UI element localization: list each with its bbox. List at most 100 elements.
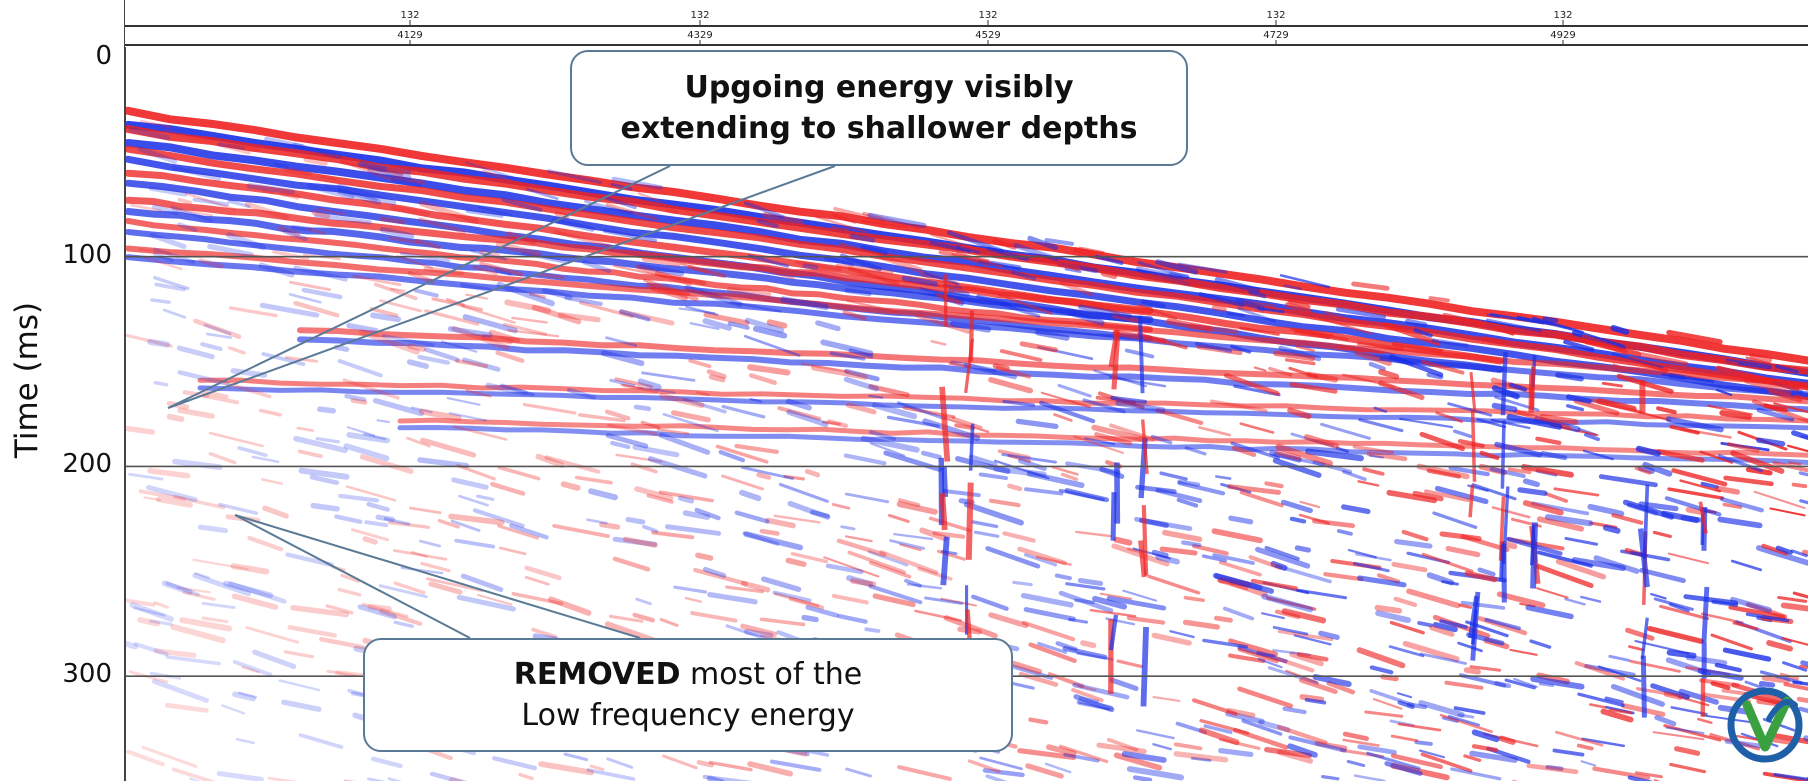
wavelet-segment (1075, 530, 1113, 538)
wavelet-segment (659, 618, 679, 627)
wavelet-segment (1239, 490, 1284, 508)
wavelet-segment (662, 413, 719, 433)
wavelet-segment (1526, 763, 1579, 775)
wavelet-streak (1529, 366, 1536, 410)
wavelet-segment (889, 539, 926, 550)
wavelet-streak (940, 536, 950, 586)
wavelet-segment (1190, 756, 1212, 762)
wavelet-segment (1150, 434, 1173, 445)
wavelet-segment (955, 251, 1003, 268)
wavelet-segment (1775, 545, 1793, 555)
wavelet-segment (1625, 627, 1655, 641)
wavelet-streak (1701, 586, 1710, 644)
wavelet-segment (607, 423, 658, 436)
wavelet-segment (1656, 406, 1677, 415)
wavelet-segment (932, 531, 966, 539)
wavelet-segment (1227, 653, 1266, 664)
wavelet-segment (646, 493, 674, 504)
wavelet-segment (759, 528, 780, 536)
wavelet-segment (844, 492, 890, 504)
wavelet-segment (725, 585, 765, 594)
wavelet-segment (1173, 751, 1229, 763)
wavelet-segment (695, 552, 714, 561)
wavelet-segment (194, 572, 210, 579)
wavelet-segment (345, 485, 397, 502)
wavelet-segment (928, 516, 972, 533)
wavelet-segment (847, 550, 906, 575)
wavelet-segment (1177, 262, 1228, 274)
wavelet-segment (633, 404, 652, 412)
wavelet-segment (1257, 658, 1283, 669)
wavelet-segment (1504, 678, 1536, 690)
wavelet-streak (964, 338, 975, 394)
wavelet-segment (846, 575, 874, 588)
wavelet-segment (150, 298, 171, 304)
wavelet-segment (563, 752, 589, 762)
wavelet-segment (604, 409, 631, 421)
wavelet-segment (973, 530, 1000, 538)
wavelet-segment (1044, 238, 1075, 246)
wavelet-segment (1604, 696, 1624, 704)
wavelet-segment (560, 481, 581, 491)
wavelet-segment (1522, 500, 1564, 516)
wavelet-segment (1210, 399, 1268, 413)
wavelet-segment (1553, 487, 1600, 497)
header-row1-tick-label: 132 (1266, 10, 1285, 21)
wavelet-segment (216, 770, 264, 781)
wavelet-segment (1538, 682, 1555, 688)
wavelet-segment (868, 394, 884, 399)
wavelet-segment (1639, 567, 1686, 584)
wavelet-segment (1110, 395, 1148, 404)
wavelet-segment (1169, 630, 1195, 639)
wavelet-segment (1555, 372, 1584, 382)
wavelet-segment (133, 642, 169, 657)
wavelet-segment (1237, 307, 1276, 323)
wavelet-segment (1701, 714, 1752, 724)
wavelet-segment (924, 596, 964, 605)
wavelet-segment (971, 520, 999, 529)
wavelet-segment (740, 623, 777, 637)
wavelet-segment (1312, 674, 1352, 688)
wavelet-segment (1656, 449, 1705, 463)
wavelet-segment (125, 333, 173, 348)
wavelet-segment (1177, 479, 1201, 487)
wavelet-segment (1199, 718, 1250, 735)
wavelet-segment (1002, 399, 1036, 407)
wavelet-segment (1798, 471, 1808, 477)
wavelet-segment (1663, 691, 1683, 700)
wavelet-segment (1480, 336, 1506, 346)
wavelet-segment (151, 678, 210, 703)
wavelet-segment (831, 503, 851, 510)
wavelet-segment (1095, 254, 1124, 265)
wavelet-segment (960, 244, 983, 252)
wavelet-segment (837, 613, 868, 624)
wavelet-segment (1176, 497, 1199, 508)
wavelet-segment (1025, 763, 1064, 779)
wavelet-segment (829, 351, 866, 361)
wavelet-segment (1418, 749, 1446, 759)
header-row2-tick-label: 4129 (397, 30, 422, 41)
wavelet-segment (1386, 489, 1438, 504)
wavelet-segment (1126, 615, 1166, 625)
wavelet-segment (1513, 677, 1538, 688)
wavelet-streak (943, 274, 948, 327)
wavelet-segment (805, 605, 839, 618)
wavelet-segment (1791, 430, 1808, 441)
wavelet-segment (1564, 597, 1586, 606)
wavelet-segment (1457, 713, 1475, 719)
wavelet-segment (1726, 442, 1760, 453)
wavelet-segment (1116, 659, 1144, 669)
wavelet-segment (1037, 641, 1068, 654)
wavelet-segment (997, 293, 1053, 315)
wavelet-segment (1001, 453, 1057, 464)
wavelet-segment (1639, 352, 1689, 367)
wavelet-segment (706, 775, 725, 781)
wavelet-segment (1490, 418, 1531, 430)
wavelet-segment (1198, 426, 1232, 437)
wavelet-streak (1108, 614, 1119, 651)
wavelet-segment (1715, 365, 1769, 383)
wavelet-segment (1183, 595, 1205, 602)
header-row1-tick-label: 132 (690, 10, 709, 21)
wavelet-segment (371, 756, 403, 769)
wavelet-segment (1565, 404, 1585, 412)
